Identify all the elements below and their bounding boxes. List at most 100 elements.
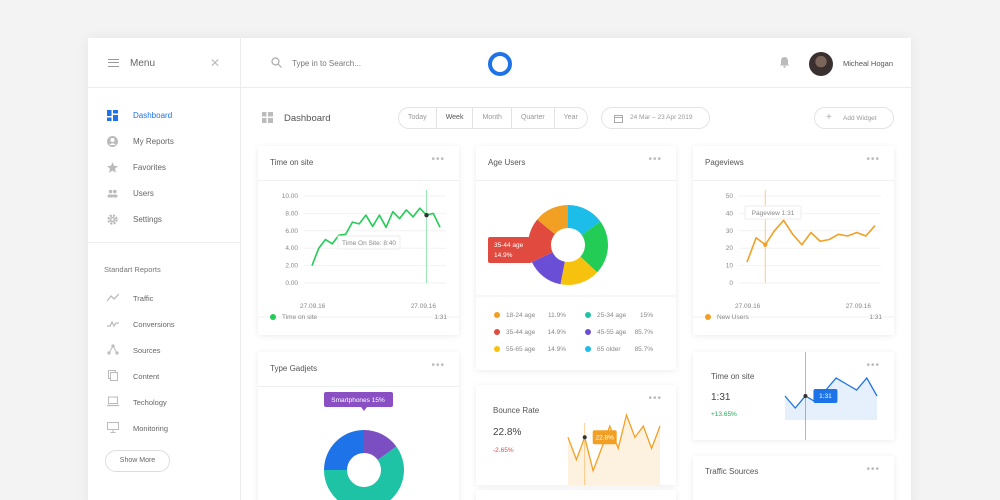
pie-slice: [531, 252, 565, 285]
grid-icon: [262, 112, 273, 123]
page-title: Dashboard: [284, 113, 331, 124]
more-icon[interactable]: •••: [866, 464, 880, 475]
area-fill: [568, 415, 660, 485]
add-widget-button[interactable]: + Add Widget: [814, 107, 894, 129]
y-tick-label: 0.00: [285, 280, 298, 287]
pie-slice: [568, 205, 601, 236]
plus-icon: +: [826, 112, 832, 123]
pie-slice: [324, 446, 404, 500]
dashboard-app: Menu ✕ Dashboard My Reports Favorites Us…: [88, 38, 911, 500]
divider: [476, 180, 676, 181]
tooltip-arrow: [361, 407, 367, 411]
sidebar-item-sources[interactable]: Sources: [88, 343, 241, 369]
tooltip-box: [337, 235, 401, 250]
bottom-card: [476, 490, 676, 500]
gear-icon: [107, 214, 118, 225]
legend-item: 65 older: [585, 346, 621, 353]
tooltip-label: 35-44 age: [494, 242, 524, 249]
time-on-site-mini-change: +13.65%: [711, 411, 737, 418]
tooltip-box: [324, 392, 393, 407]
sidebar-item-label: Favorites: [133, 163, 166, 172]
more-icon[interactable]: •••: [866, 360, 880, 371]
pie-slice: [364, 430, 397, 461]
period-month[interactable]: Month: [473, 108, 512, 128]
sidebar-item-techology[interactable]: Techology: [88, 395, 241, 421]
time-on-site-chart: 10.00 8.00 6.00 4.00 2.00 0.00 Time On Site: 8…: [258, 190, 459, 318]
users-icon: [107, 189, 118, 198]
date-range-picker[interactable]: 24 Mar – 23 Apr 2019: [601, 107, 710, 129]
more-icon[interactable]: •••: [648, 154, 662, 165]
sidebar-item-monitoring[interactable]: Monitoring: [88, 421, 241, 447]
y-tick-label: 40: [726, 210, 734, 217]
more-icon[interactable]: •••: [431, 154, 445, 165]
monitor-icon: [107, 422, 119, 433]
sidebar-item-users[interactable]: Users: [88, 186, 241, 212]
more-icon[interactable]: •••: [648, 393, 662, 404]
pie-slice: [537, 205, 568, 235]
legend-item: 25-34 age: [585, 312, 626, 319]
legend-label: 65 older: [597, 346, 621, 353]
sidebar-item-traffic[interactable]: Traffic: [88, 291, 241, 317]
more-icon[interactable]: •••: [866, 154, 880, 165]
pie-slice: [324, 430, 364, 470]
laptop-icon: [107, 396, 119, 407]
legend-value: 14.9%: [547, 346, 566, 353]
tooltip-text: 22.8%: [596, 434, 615, 441]
period-quarter[interactable]: Quarter: [512, 108, 555, 128]
period-week[interactable]: Week: [437, 108, 474, 128]
y-tick-label: 4.00: [285, 245, 298, 252]
grid-icon: [107, 110, 118, 121]
more-icon[interactable]: •••: [431, 360, 445, 371]
legend-value: 11.9%: [548, 312, 566, 319]
sidebar-item-conversions[interactable]: Conversions: [88, 317, 241, 343]
bell-icon[interactable]: [779, 56, 790, 68]
sidebar-item-favorites[interactable]: Favorites: [88, 160, 241, 186]
calendar-icon: [614, 115, 623, 123]
legend-dot: [585, 329, 591, 335]
legend-label: New Users: [717, 314, 749, 321]
bounce-rate-value: 22.8%: [493, 427, 522, 438]
x-tick-label: 27.09.16: [411, 303, 437, 310]
pie-slice: [560, 256, 598, 285]
legend-item: 55-65 age: [494, 346, 535, 353]
legend-dot: [585, 312, 591, 318]
data-point: [763, 242, 768, 247]
bounce-rate-change: -2.65%: [493, 447, 514, 454]
sidebar-item-dashboard[interactable]: Dashboard: [88, 108, 241, 134]
data-point: [803, 394, 808, 398]
card-title: Age Users: [488, 158, 526, 167]
age-users-card: Age Users ••• 35-44 age 14.9% 18-24 age 11…: [476, 146, 676, 370]
tooltip-text: 1:31: [819, 393, 832, 400]
tooltip-text: Smartphones 15%: [331, 397, 385, 404]
search-input[interactable]: Type in to Search...: [292, 59, 361, 68]
sidebar-item-label: Monitoring: [133, 424, 169, 433]
sidebar-item-settings[interactable]: Settings: [88, 212, 241, 238]
sidebar-item-label: Settings: [133, 215, 162, 224]
sidebar-item-label: Sources: [133, 346, 161, 355]
avatar[interactable]: [809, 52, 833, 76]
period-today[interactable]: Today: [399, 108, 437, 128]
legend-item: 45-55 age: [585, 329, 626, 336]
period-year[interactable]: Year: [563, 114, 578, 121]
close-icon[interactable]: ✕: [210, 56, 221, 70]
sidebar-item-content[interactable]: Content: [88, 369, 241, 395]
show-more-button[interactable]: Show More: [105, 450, 170, 472]
legend-dot: [494, 346, 500, 352]
sidebar-item-label: Users: [133, 189, 154, 198]
user-name[interactable]: Micheal Hogan: [843, 59, 894, 68]
divider: [258, 386, 459, 387]
y-tick-label: 50: [726, 193, 734, 200]
search-icon[interactable]: [271, 57, 282, 68]
sidebar-item-my-reports[interactable]: My Reports: [88, 134, 241, 160]
hamburger-icon[interactable]: [108, 59, 119, 67]
menu-label: Menu: [130, 58, 156, 69]
y-tick-label: 2.00: [285, 263, 298, 270]
y-tick-label: 6.00: [285, 228, 298, 235]
tooltip-box: [488, 237, 532, 263]
pageviews-card: Pageviews ••• 50 40 30 20 10 0 Pageview 1:31 27…: [693, 146, 894, 335]
pageviews-chart: 50 40 30 20 10 0 Pageview 1:31 27.09.16 27.09.16: [693, 190, 894, 318]
y-tick-label: 10.00: [282, 193, 299, 200]
time-on-site-mini-card: Time on site ••• 1:31 +13.65% 1:31: [693, 352, 894, 440]
tooltip-text: Pageview 1:31: [752, 210, 795, 217]
legend-value: 14.9%: [547, 329, 566, 336]
